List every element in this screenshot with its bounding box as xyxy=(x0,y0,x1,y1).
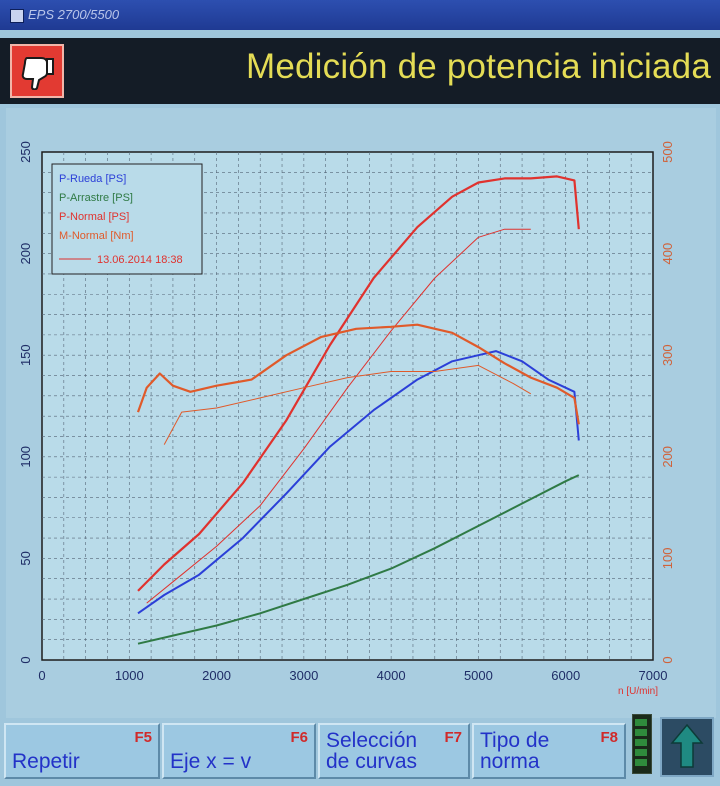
series-line-m-normal xyxy=(136,323,580,425)
y-right-tick-label: 200 xyxy=(660,446,675,468)
window-titlebar: EPS 2700/5500 xyxy=(0,0,720,30)
y-right-tick-label: 100 xyxy=(660,548,675,570)
x-tick-label: 2000 xyxy=(202,668,231,683)
legend-box xyxy=(51,163,203,275)
series-line-p-normal-compare xyxy=(146,228,531,604)
y-left-tick-label: 0 xyxy=(18,656,33,663)
chart-series xyxy=(136,175,580,645)
tipo-norma-label-line1: Tipo de xyxy=(480,729,550,752)
y-left-tick-label: 100 xyxy=(18,446,33,468)
thumbs-down-icon xyxy=(21,57,54,90)
page-title: Medición de potencia iniciada xyxy=(246,47,711,86)
series-line-m-normal-compare xyxy=(163,364,532,445)
legend-entry-date: 13.06.2014 18:38 xyxy=(97,254,183,266)
x-tick-label: 3000 xyxy=(289,668,318,683)
series-line-p-normal xyxy=(137,175,580,592)
legend-entry-arrastre: P-Arrastre [PS] xyxy=(59,192,133,204)
chart-legend: P-Rueda [PS] P-Arrastre [PS] P-Normal [P… xyxy=(51,163,203,275)
f6-key-label: F6 xyxy=(290,729,308,746)
x-tick-label: 1000 xyxy=(115,668,144,683)
x-axis-label: n [U/min] xyxy=(618,686,658,697)
y-right-tick-label: 400 xyxy=(660,243,675,265)
window-title: EPS 2700/5500 xyxy=(28,7,120,22)
y-right-tick-label: 500 xyxy=(660,141,675,163)
x-tick-label: 4000 xyxy=(377,668,406,683)
series-line-p-arrastre xyxy=(137,474,580,645)
f7-key-label: F7 xyxy=(444,729,462,746)
f8-key-label: F8 xyxy=(600,729,618,746)
arrow-up-button[interactable] xyxy=(660,717,714,777)
x-tick-label: 5000 xyxy=(464,668,493,683)
seleccion-curvas-button[interactable]: Selección de curvas F7 xyxy=(318,723,470,779)
y-left-tick-label: 200 xyxy=(18,243,33,265)
y-left-tick-label: 250 xyxy=(18,141,33,163)
seleccion-curvas-label-line2: de curvas xyxy=(326,750,418,773)
header-bar xyxy=(0,38,720,104)
y-left-tick-label: 150 xyxy=(18,344,33,366)
seleccion-curvas-label-line1: Selección xyxy=(326,729,418,752)
y-right-tick-label: 0 xyxy=(660,656,675,663)
y-left-tick-label: 50 xyxy=(18,551,33,565)
legend-entry-p-normal: P-Normal [PS] xyxy=(59,211,129,223)
tipo-norma-label-line2: norma xyxy=(480,750,540,773)
series-line-p-rueda xyxy=(137,350,580,615)
status-indicator xyxy=(632,714,652,774)
x-tick-label: 0 xyxy=(38,668,45,683)
x-tick-label: 6000 xyxy=(551,668,580,683)
legend-entry-m-normal: M-Normal [Nm] xyxy=(59,230,134,242)
eje-x-v-button[interactable]: Eje x = v F6 xyxy=(162,723,316,779)
eje-x-v-label: Eje x = v xyxy=(170,750,252,773)
y-right-tick-label: 300 xyxy=(660,344,675,366)
repetir-button[interactable]: Repetir F5 xyxy=(4,723,160,779)
arrow-up-icon xyxy=(670,723,704,768)
legend-entry-rueda: P-Rueda [PS] xyxy=(59,173,126,185)
repetir-label: Repetir xyxy=(12,750,80,773)
x-tick-label: 7000 xyxy=(639,668,668,683)
tipo-norma-button[interactable]: Tipo de norma F8 xyxy=(472,723,626,779)
thumbs-down-button[interactable] xyxy=(10,44,64,98)
f5-key-label: F5 xyxy=(134,729,152,746)
power-chart: 0 1000 2000 3000 4000 5000 6000 700005010015020… xyxy=(18,141,675,697)
chart-panel: 0 1000 2000 3000 4000 5000 6000 7000 0 50 100 150 20… xyxy=(6,108,716,718)
axis-ticks: 0 1000 2000 3000 4000 5000 6000 700005010015020… xyxy=(18,141,675,683)
app-icon xyxy=(10,9,24,23)
